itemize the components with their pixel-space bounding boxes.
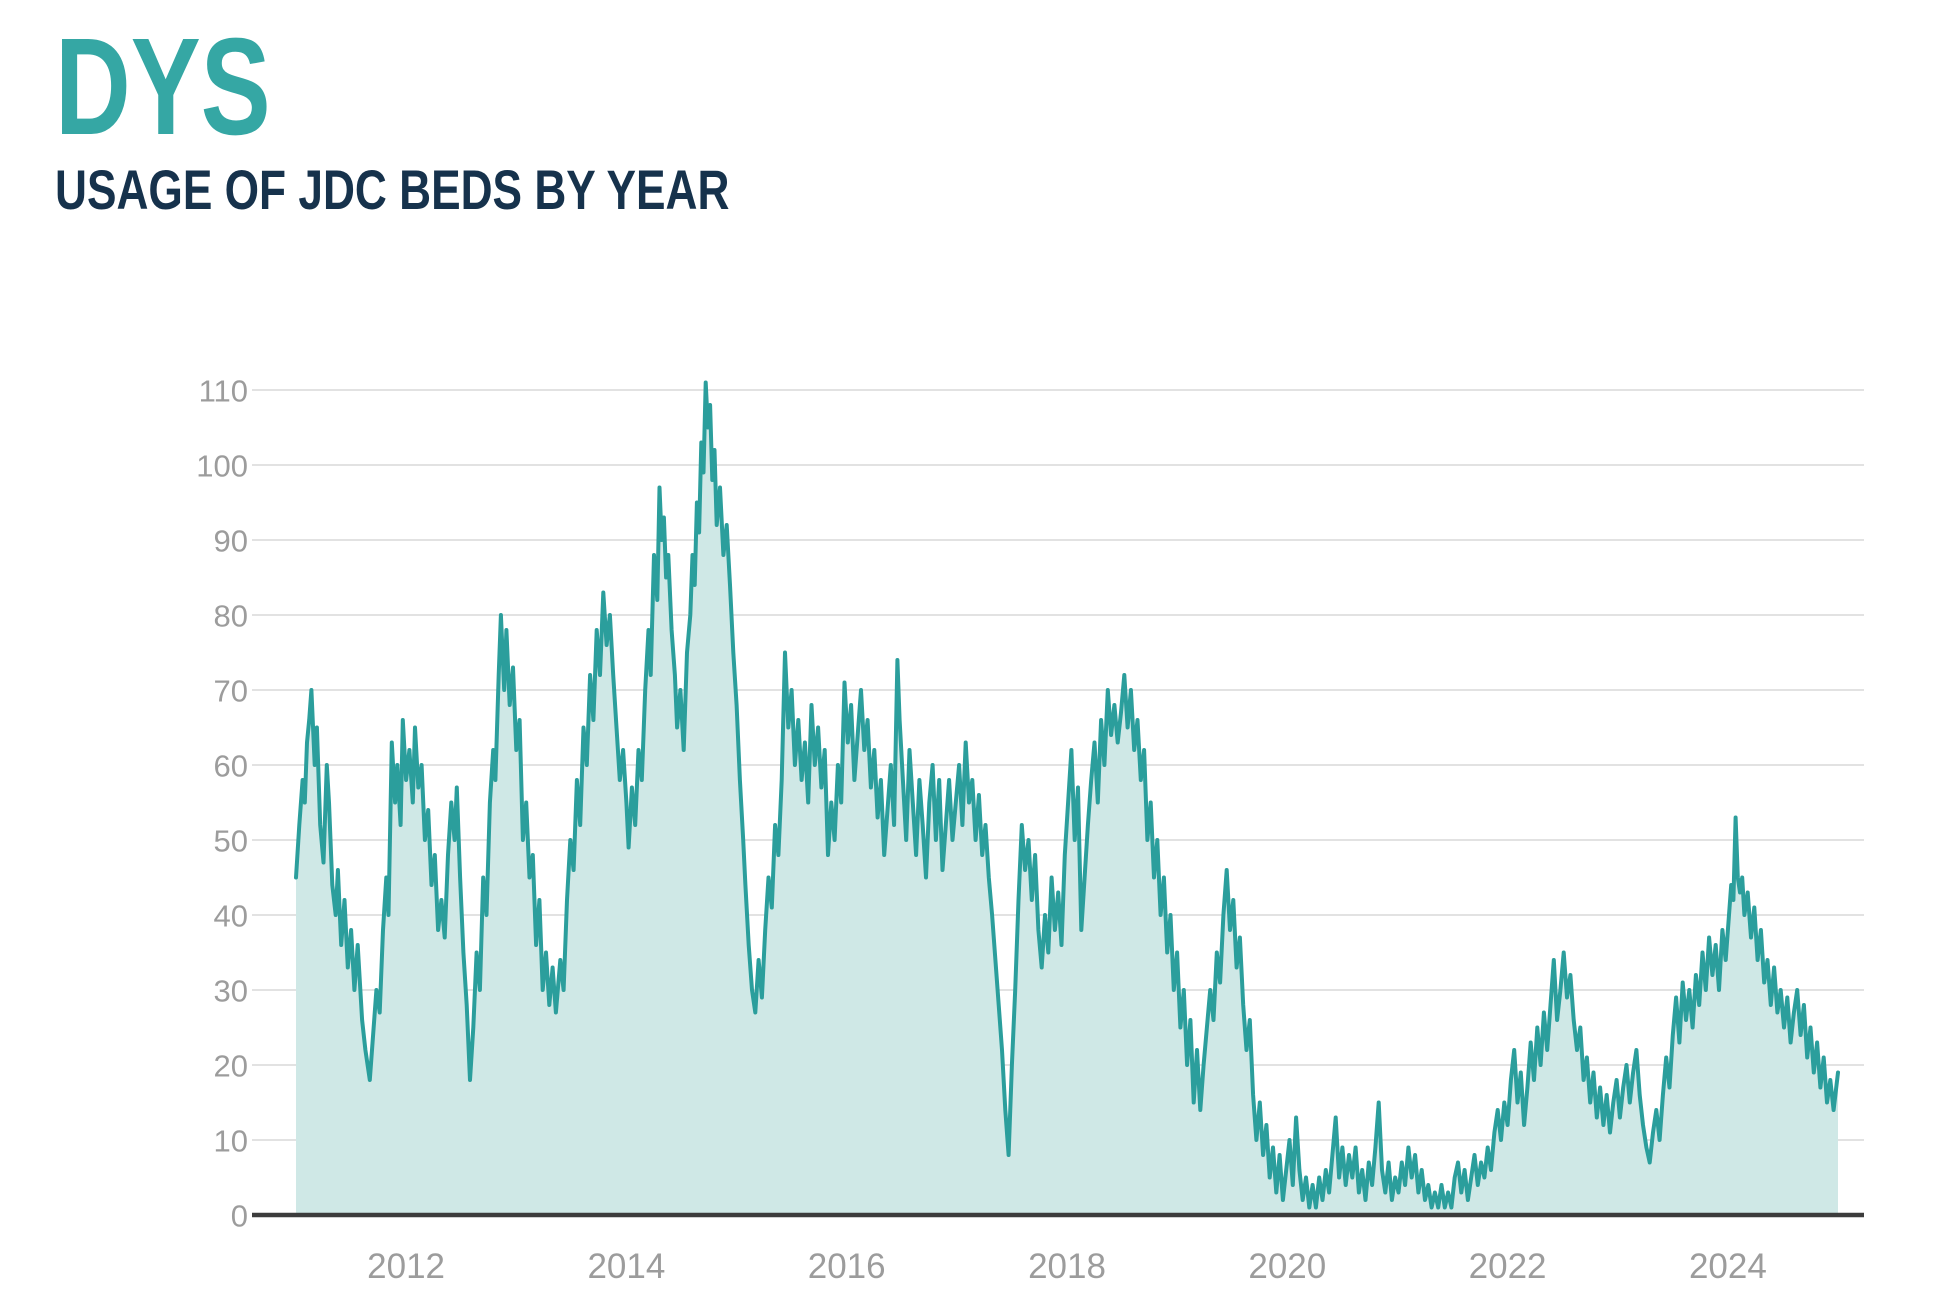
- logo-text: DYS: [55, 10, 271, 164]
- brand-block: DYS USAGE OF JDC BEDS BY YEAR: [55, 18, 909, 218]
- y-tick-label-110: 110: [199, 374, 248, 409]
- y-tick-label-100: 100: [196, 449, 248, 484]
- x-tick-label-2018: 2018: [1028, 1247, 1106, 1286]
- x-tick-label-2012: 2012: [367, 1247, 445, 1286]
- y-tick-label-90: 90: [214, 524, 248, 559]
- x-tick-label-2022: 2022: [1469, 1247, 1547, 1286]
- y-tick-label-50: 50: [214, 824, 248, 859]
- y-tick-label-60: 60: [214, 749, 248, 784]
- page-title: USAGE OF JDC BEDS BY YEAR: [55, 158, 730, 221]
- y-tick-label-70: 70: [214, 674, 248, 709]
- x-tick-label-2016: 2016: [808, 1247, 886, 1286]
- y-tick-label-30: 30: [214, 974, 248, 1009]
- series-area-fill: [296, 382, 1838, 1215]
- y-tick-label-0: 0: [231, 1199, 248, 1234]
- series-line: [294, 380, 1840, 1210]
- x-tick-label-2020: 2020: [1248, 1247, 1326, 1286]
- y-tick-label-20: 20: [214, 1049, 248, 1084]
- x-tick-label-2024: 2024: [1689, 1247, 1767, 1286]
- y-tick-label-80: 80: [214, 599, 248, 634]
- y-tick-label-10: 10: [214, 1124, 248, 1159]
- x-tick-label-2014: 2014: [587, 1247, 665, 1286]
- y-tick-label-40: 40: [214, 899, 248, 934]
